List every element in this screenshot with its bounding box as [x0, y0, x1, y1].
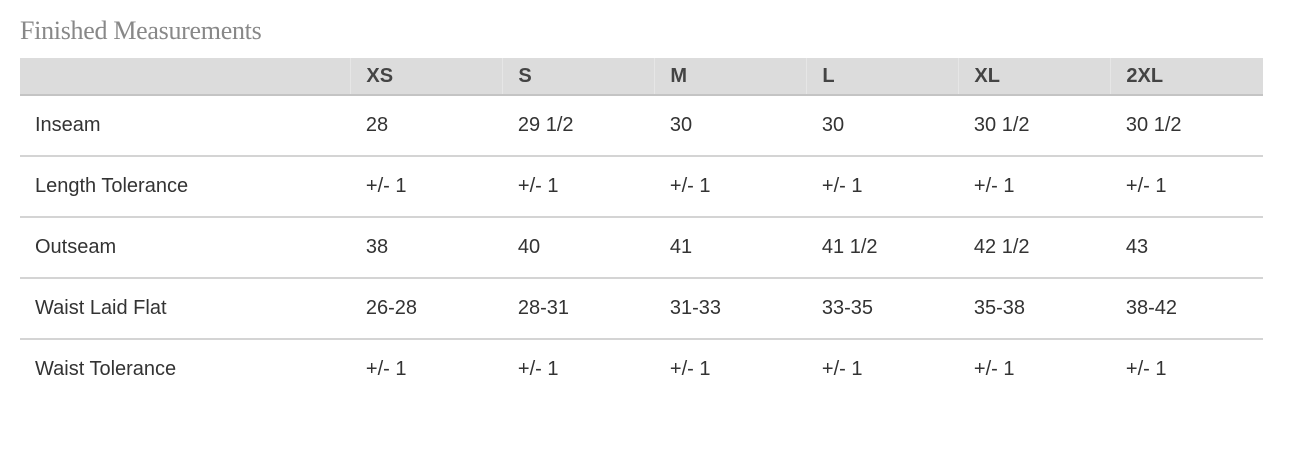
table-row: Length Tolerance +/- 1 +/- 1 +/- 1 +/- 1 +/- …	[20, 156, 1263, 218]
header-row: XS S M L XL 2XL	[20, 58, 1263, 96]
cell-value: 38	[350, 217, 503, 279]
cell-value: +/- 1	[958, 156, 1111, 218]
row-label: Waist Laid Flat	[20, 278, 351, 340]
cell-value: +/- 1	[821, 358, 863, 380]
cell-value: 30 1/2	[1110, 95, 1263, 157]
header-empty	[20, 58, 351, 96]
column-header: M	[654, 58, 807, 96]
cell-value: +/- 1	[973, 358, 1015, 380]
column-header: XS	[350, 58, 503, 96]
cell-value: +/- 1	[365, 358, 407, 380]
cell-value: 28	[350, 95, 503, 157]
cell-value: +/- 1	[350, 156, 503, 218]
cell-value: 38-42	[1110, 278, 1263, 340]
cell-value: 41 1/2	[806, 217, 959, 279]
row-label: Inseam	[20, 95, 351, 157]
row-label: Waist Tolerance	[35, 358, 177, 380]
cell-value: 28-31	[502, 278, 655, 340]
column-header: L	[806, 58, 959, 96]
row-label: Outseam	[20, 217, 351, 279]
cell-value: 35-38	[958, 278, 1111, 340]
cell-value: +/- 1	[806, 156, 959, 218]
table-row: Inseam 28 29 1/2 30 30 30 1/2 30 1/2	[20, 95, 1263, 157]
cell-value: 43	[1110, 217, 1263, 279]
cell-value: 26-28	[350, 278, 503, 340]
cell-value: 41	[654, 217, 807, 279]
section-title: Finished Measurements	[20, 16, 262, 45]
cell-value: 30	[654, 95, 807, 157]
cell-value: +/- 1	[1110, 156, 1263, 218]
cell-value: +/- 1	[1125, 358, 1167, 380]
row-label: Length Tolerance	[20, 156, 351, 218]
cell-value: 40	[502, 217, 655, 279]
cell-value: +/- 1	[654, 156, 807, 218]
cell-value: +/- 1	[502, 156, 655, 218]
table-row: Waist Laid Flat 26-28 28-31 31-33 33-35 35-38…	[20, 278, 1263, 340]
column-header: S	[502, 58, 655, 96]
cell-value: +/- 1	[669, 358, 711, 380]
cell-value: 31-33	[654, 278, 807, 340]
column-header: XL	[958, 58, 1111, 96]
cell-value: 30 1/2	[958, 95, 1111, 157]
measurements-table: XS S M L XL 2XL Inseam 28 29 1/2 30 30 30 1/2 30 1/…	[20, 58, 1263, 399]
cell-value: +/- 1	[517, 358, 559, 380]
table-row: Waist Tolerance +/- 1 +/- 1 +/- 1 +/- 1 +/- 1…	[20, 339, 1263, 399]
column-header: 2XL	[1110, 58, 1263, 96]
cell-value: 42 1/2	[958, 217, 1111, 279]
cell-value: 30	[806, 95, 959, 157]
cell-value: 29 1/2	[502, 95, 655, 157]
cell-value: 33-35	[806, 278, 959, 340]
table-row: Outseam 38 40 41 41 1/2 42 1/2 43	[20, 217, 1263, 279]
